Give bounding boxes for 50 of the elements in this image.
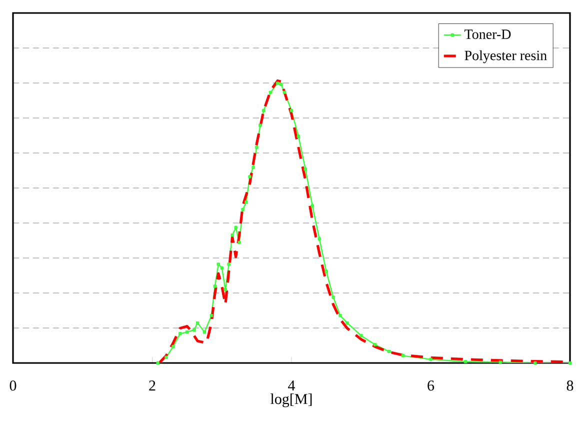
point	[220, 266, 224, 270]
point	[196, 321, 200, 325]
point	[238, 240, 241, 244]
point	[429, 358, 432, 361]
point	[210, 314, 214, 318]
point	[227, 262, 230, 266]
point	[172, 345, 175, 348]
point	[185, 330, 189, 334]
point	[224, 288, 227, 292]
x-tick-label: 8	[566, 380, 574, 391]
point	[279, 82, 283, 86]
legend-label: Polyester resin	[464, 50, 547, 64]
x-tick-label: 2	[149, 380, 156, 390]
point	[304, 167, 308, 171]
point	[276, 82, 280, 85]
point	[244, 200, 248, 204]
point	[178, 332, 182, 336]
x-tick-label: 4	[288, 380, 296, 390]
point	[255, 146, 258, 149]
point	[258, 124, 262, 127]
point	[262, 109, 266, 112]
x-tick-label: 0	[10, 380, 16, 391]
legend-label: Toner-D	[464, 30, 511, 39]
point	[346, 321, 349, 325]
point	[296, 134, 300, 138]
point	[534, 361, 537, 365]
point	[216, 262, 220, 266]
point	[318, 237, 321, 240]
point	[230, 234, 234, 237]
point	[324, 270, 328, 274]
point	[498, 360, 502, 364]
point	[338, 314, 342, 318]
point	[310, 204, 314, 208]
point	[269, 90, 272, 94]
x-axis-title: log[M]	[270, 394, 312, 408]
point	[568, 361, 572, 365]
point	[234, 226, 238, 230]
point	[387, 350, 391, 354]
point	[241, 208, 244, 212]
point	[373, 343, 377, 346]
point	[464, 360, 468, 364]
point	[213, 284, 217, 288]
point	[290, 109, 294, 112]
point	[282, 90, 286, 94]
point	[401, 354, 405, 358]
point	[202, 330, 206, 334]
point	[252, 166, 255, 169]
x-tick-label: 6	[428, 380, 434, 391]
point	[156, 361, 160, 365]
point	[360, 334, 363, 338]
